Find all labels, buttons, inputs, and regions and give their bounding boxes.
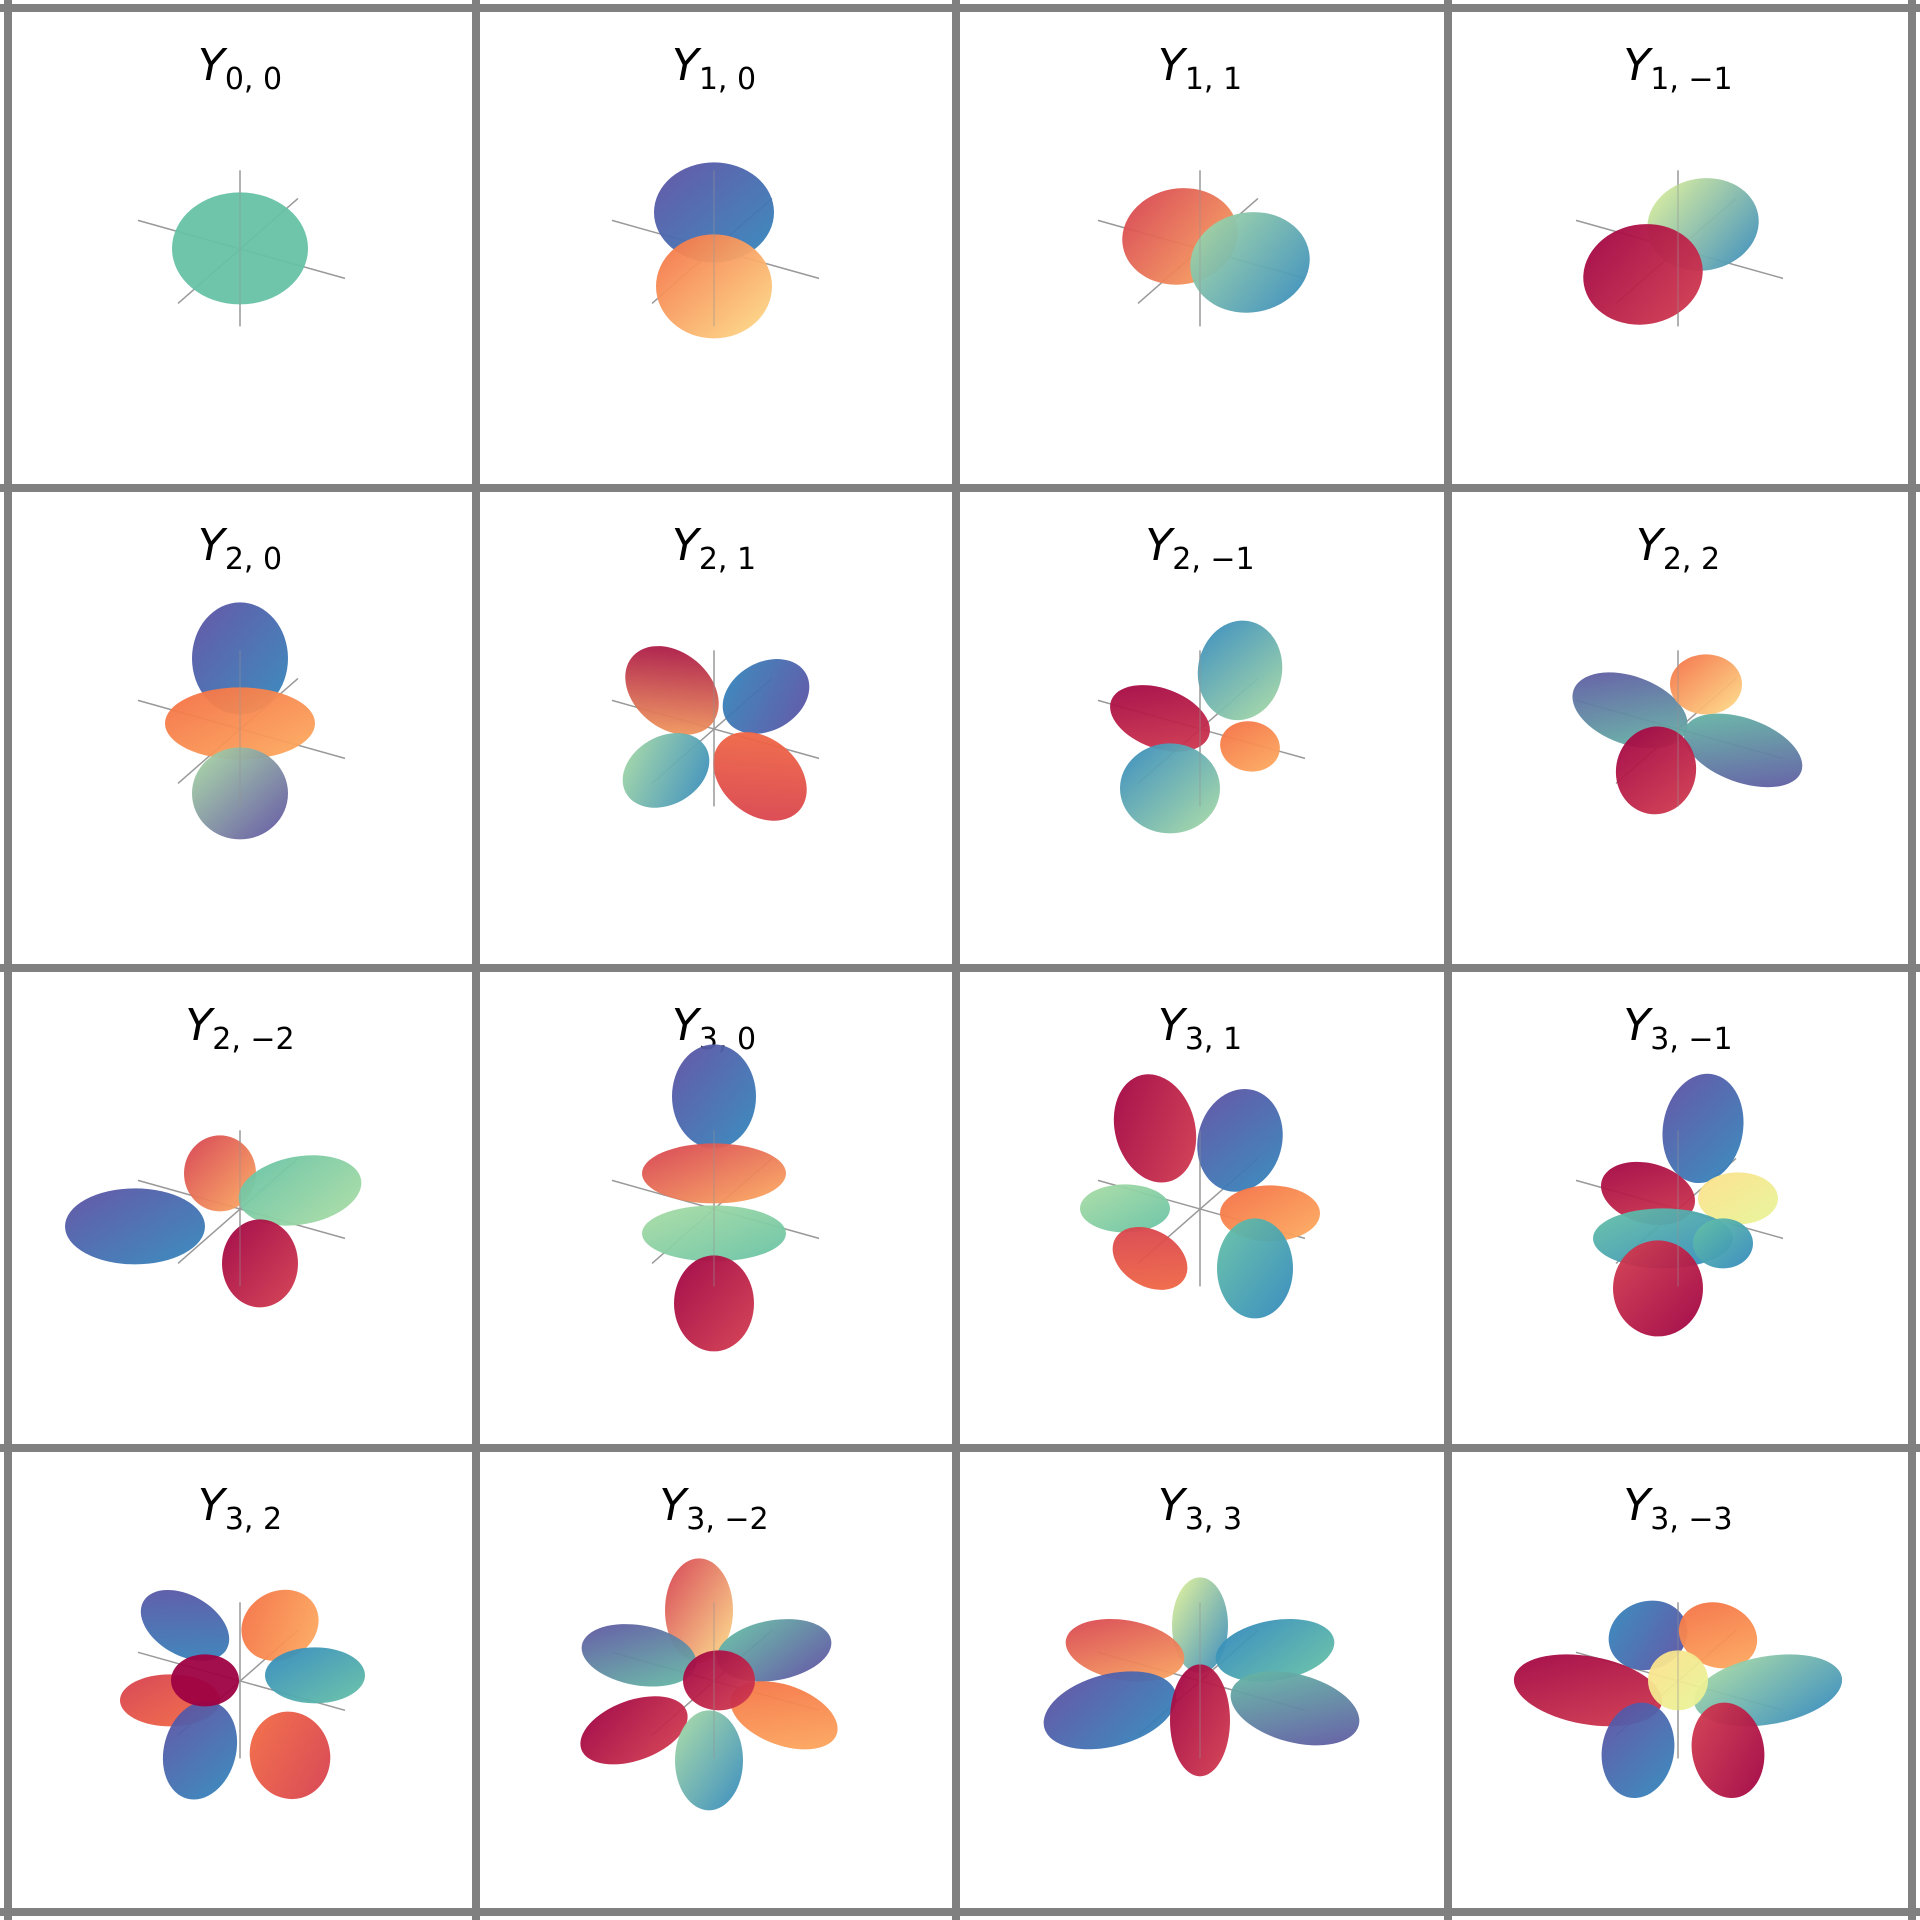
lobe [674,1255,754,1352]
panel-title: Y3, 3 [1158,1480,1242,1537]
panel-6: Y2, −1 [1097,520,1306,834]
panel-title: Y3, −1 [1623,1000,1732,1057]
lobe [1230,1671,1360,1746]
lobe [1080,1184,1170,1233]
lobe [1613,1240,1703,1337]
panel-title: Y1, −1 [1623,40,1732,97]
lobe [1601,1702,1675,1799]
panel-title: Y2, 0 [198,520,282,577]
lobe [238,1155,362,1226]
lobe [581,1624,697,1687]
panel-5: Y2, 1 [611,520,820,821]
lobe [1583,224,1703,325]
lobe [1693,1218,1753,1269]
panel-title: Y3, 2 [198,1480,282,1537]
lobe [675,1710,743,1811]
lobe [1683,713,1803,788]
lobe [622,733,710,808]
panel-title: Y1, 0 [672,40,756,97]
lobe [184,1135,256,1212]
panel-title: Y3, −2 [659,1480,768,1537]
panel-12: Y3, 2 [120,1480,365,1800]
panel-4: Y2, 0 [137,520,346,840]
panel-8: Y2, −2 [65,1000,362,1308]
lobe [1065,1618,1185,1682]
lobe [1110,685,1210,752]
lobe [1662,1073,1744,1184]
lobe [222,1219,298,1308]
lobe [1113,1074,1197,1183]
lobe [665,1558,733,1663]
lobe [140,1589,230,1661]
panels-layer: Y0, 0 Y1, 0 Y1, 1 Y1, −1 Y2, 0 Y2, 1 Y2, −1 Y2,… [65,40,1843,1811]
panel-7: Y2, 2 [1572,520,1803,815]
lobe [625,646,719,735]
lobe [1112,1226,1188,1290]
lobe [249,1711,331,1800]
panel-title: Y3, −3 [1623,1480,1732,1537]
lobe [1197,620,1283,721]
panel-title: Y2, −1 [1145,520,1254,577]
panel-title: Y2, 1 [672,520,756,577]
lobe [265,1647,365,1704]
panel-title: Y0, 0 [198,40,282,97]
lobe [171,1654,239,1707]
lobe [1670,654,1742,715]
lobe [1190,212,1310,313]
lobe [683,1650,755,1711]
lobe [672,1044,756,1149]
lobe [1120,743,1220,834]
lobe [1698,1172,1778,1225]
panel-0: Y0, 0 [137,40,346,327]
panel-3: Y1, −1 [1575,40,1784,327]
panel-11: Y3, −1 [1575,1000,1784,1337]
lobe [1043,1671,1177,1750]
lobe [1615,726,1697,815]
lobe [1217,1218,1293,1319]
panel-9: Y3, 0 [611,1000,820,1352]
lobe [722,659,810,734]
lobe [65,1188,205,1265]
lobe [162,1701,238,1800]
panel-14: Y3, 3 [1043,1480,1360,1777]
lobe [730,1681,838,1750]
panel-title: Y2, 2 [1636,520,1720,577]
panel-title: Y2, −2 [185,1000,294,1057]
panel-title: Y1, 1 [1158,40,1242,97]
panel-13: Y3, −2 [580,1480,838,1811]
lobe [1678,1602,1758,1669]
lobe [241,1589,319,1661]
panel-1: Y1, 0 [611,40,820,339]
panel-15: Y3, −3 [1513,1480,1843,1799]
panel-title: Y3, 1 [1158,1000,1242,1057]
lobe [1215,1618,1335,1682]
lobe [1220,721,1280,772]
lobe [1197,1089,1283,1192]
lobe [1691,1702,1765,1799]
panel-10: Y3, 1 [1080,1000,1320,1319]
lobe [713,732,807,821]
lobe [580,1696,688,1765]
panel-2: Y1, 1 [1097,40,1310,327]
